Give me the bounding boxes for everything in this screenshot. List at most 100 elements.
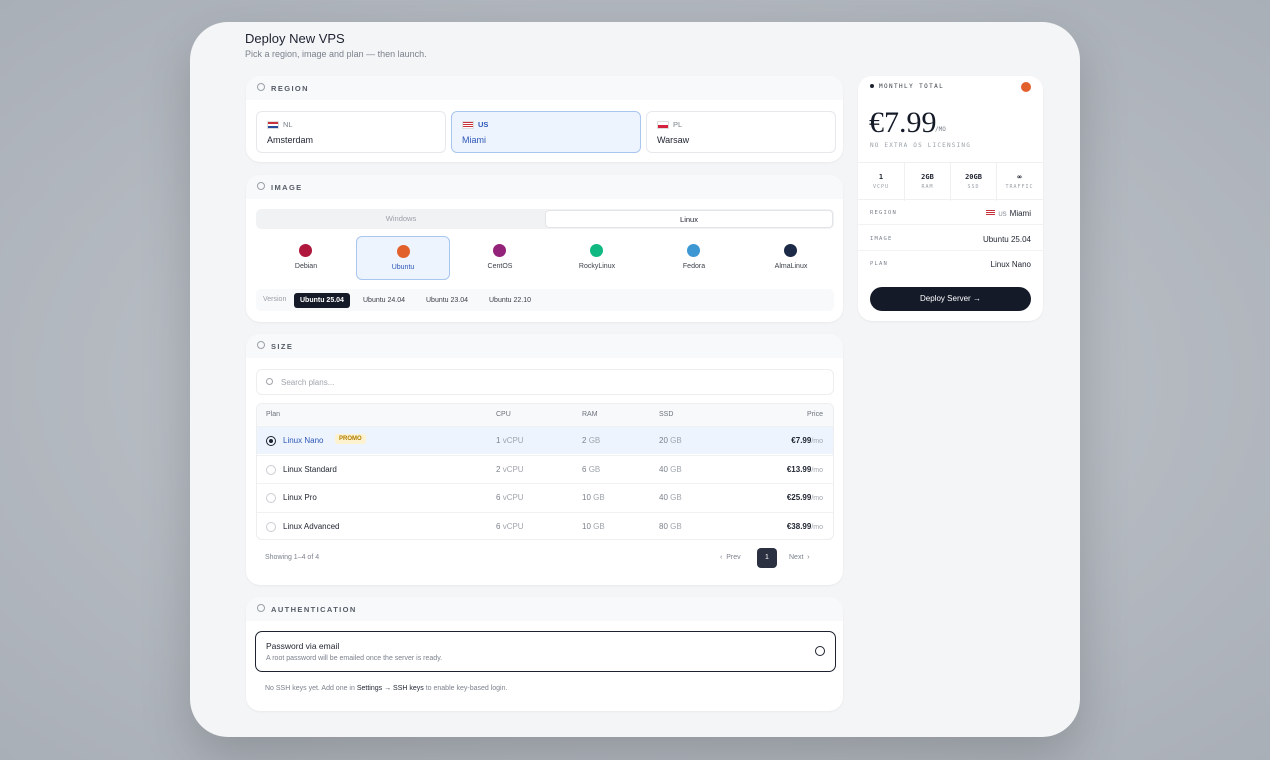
row-value: Ubuntu 25.04 <box>983 235 1031 244</box>
ram-cell: 6 GB <box>582 465 600 474</box>
cpu-value: 1 <box>496 436 501 445</box>
dot <box>870 84 874 88</box>
plan-row[interactable]: Linux Advanced 6 vCPU 10 GB 80 GB €38.99/mo <box>257 511 833 540</box>
summary-row: PLAN Linux Nano <box>858 251 1043 276</box>
ssd-cell: 40 GB <box>659 493 682 502</box>
distro-option[interactable]: Debian <box>259 236 353 280</box>
distro-name: AlmaLinux <box>774 263 808 270</box>
ram-value: 2 <box>582 436 587 445</box>
spec-label: RAM <box>921 184 934 190</box>
section-label: SIZE <box>271 342 294 351</box>
summary-label: MONTHLY TOTAL <box>879 83 945 90</box>
price-cell: €38.99/mo <box>787 522 823 531</box>
section-header: AUTHENTICATION <box>246 597 843 621</box>
prev-button[interactable]: ‹ Prev <box>720 554 741 561</box>
ssd-value: 20 <box>659 436 668 445</box>
version-chip[interactable]: Ubuntu 25.04 <box>294 293 350 308</box>
row-code: US <box>998 212 1007 218</box>
row-text: Miami <box>1009 209 1031 218</box>
version-chip[interactable]: Ubuntu 22.10 <box>489 297 532 304</box>
plan-row[interactable]: Linux Standard 2 vCPU 6 GB 40 GB €13.99/mo <box>257 454 833 483</box>
cpu-cell: 6 vCPU <box>496 522 524 531</box>
plan-name: Linux Advanced <box>283 521 340 531</box>
ram-unit: GB <box>593 521 605 531</box>
cpu-value: 2 <box>496 464 501 474</box>
os-tab[interactable]: Linux <box>545 210 833 228</box>
radio <box>266 436 276 446</box>
price-cell: €7.99/mo <box>791 436 823 445</box>
section-label: REGION <box>271 84 309 93</box>
cpu-unit: vCPU <box>502 493 524 502</box>
section-label: IMAGE <box>271 183 303 192</box>
settings-link[interactable]: Settings → SSH keys <box>356 685 424 692</box>
summary-price: €7.99 <box>869 106 937 139</box>
row-text: Linux Nano <box>990 260 1031 269</box>
spec: 20GB SSD <box>950 163 996 201</box>
plan-table: Plan CPU RAM SSD Price Linux Nano PROMO 1 vCPU… <box>256 403 834 540</box>
distro-option[interactable]: AlmaLinux <box>744 236 838 280</box>
ram-cell: 10 GB <box>582 493 605 502</box>
ram-unit: GB <box>593 493 605 502</box>
column-header: SSD <box>659 411 674 418</box>
distro-name: RockyLinux <box>578 263 616 270</box>
auth-section: AUTHENTICATION Password via email A root… <box>246 597 843 711</box>
ssd-value: 40 <box>659 493 668 502</box>
page-button[interactable]: 1 <box>757 548 777 568</box>
radio <box>266 521 276 532</box>
column-header: Plan <box>266 411 281 418</box>
plan-row[interactable]: Linux Nano PROMO 1 vCPU 2 GB 20 GB €7.99/mo <box>257 426 833 454</box>
size-section: SIZE Search plans... Plan CPU RAM SSD Price … <box>246 334 843 585</box>
distro-name: Debian <box>294 263 318 270</box>
check-icon <box>815 646 825 656</box>
spec-value: 20GB <box>965 173 982 181</box>
ssd-unit: GB <box>670 493 682 502</box>
distro-option[interactable]: RockyLinux <box>550 236 644 280</box>
distro-icon <box>397 245 410 258</box>
distro-icon <box>590 244 603 257</box>
next-button[interactable]: Next › <box>789 554 810 561</box>
button-label: Deploy Server <box>920 294 971 303</box>
os-tabs: Windows Linux <box>256 209 834 229</box>
spec: 1 VCPU <box>858 163 904 201</box>
search-input[interactable]: Search plans... <box>256 369 834 395</box>
plan-row[interactable]: Linux Pro 6 vCPU 10 GB 40 GB €25.99/mo <box>257 483 833 511</box>
version-chip[interactable]: Ubuntu 24.04 <box>363 297 406 304</box>
table-header: Plan CPU RAM SSD Price <box>257 404 833 426</box>
spec-grid: 1 VCPU 2GB RAM 20GB SSD ∞ TRAFFIC <box>858 162 1043 201</box>
deploy-button[interactable]: Deploy Server → <box>870 287 1031 311</box>
distro-icon <box>784 244 797 257</box>
cpu-unit: vCPU <box>502 464 524 474</box>
price-cell: €13.99/mo <box>787 465 823 474</box>
region-option[interactable]: NL Amsterdam <box>256 111 446 153</box>
region-code: NL <box>283 120 293 129</box>
note-text: to enable key-based login. <box>425 685 508 692</box>
prev-label: Prev <box>726 554 741 561</box>
region-option[interactable]: PL Warsaw <box>646 111 836 153</box>
per: /mo <box>811 523 823 531</box>
price: €25.99 <box>786 493 812 502</box>
distro-option[interactable]: Ubuntu <box>356 236 450 280</box>
flag <box>267 121 279 129</box>
ssd-cell: 40 GB <box>659 465 682 474</box>
ram-unit: GB <box>588 464 601 474</box>
region-code: US <box>478 120 489 129</box>
ssh-note: No SSH keys yet. Add one in Settings → S… <box>265 685 507 692</box>
os-tab[interactable]: Windows <box>385 214 417 223</box>
ssd-cell: 20 GB <box>659 436 682 445</box>
distro-option[interactable]: CentOS <box>453 236 547 280</box>
price: €38.99 <box>786 521 812 531</box>
per: /mo <box>811 466 823 474</box>
region-option[interactable]: US Miami <box>451 111 641 153</box>
auth-option[interactable]: Password via email A root password will … <box>255 631 836 672</box>
ram-value: 6 <box>582 464 587 474</box>
version-chip[interactable]: Ubuntu 23.04 <box>426 297 469 304</box>
promo-badge: PROMO <box>335 434 366 444</box>
ssd-cell: 80 GB <box>659 522 682 531</box>
flag <box>986 210 996 216</box>
ssd-unit: GB <box>670 436 682 445</box>
distro-option[interactable]: Fedora <box>647 236 741 280</box>
page-subtitle: Pick a region, image and plan — then lau… <box>245 49 427 59</box>
option-desc: A root password will be emailed once the… <box>266 655 443 662</box>
plan-name: Linux Standard <box>283 464 337 474</box>
cpu-unit: vCPU <box>502 521 524 531</box>
